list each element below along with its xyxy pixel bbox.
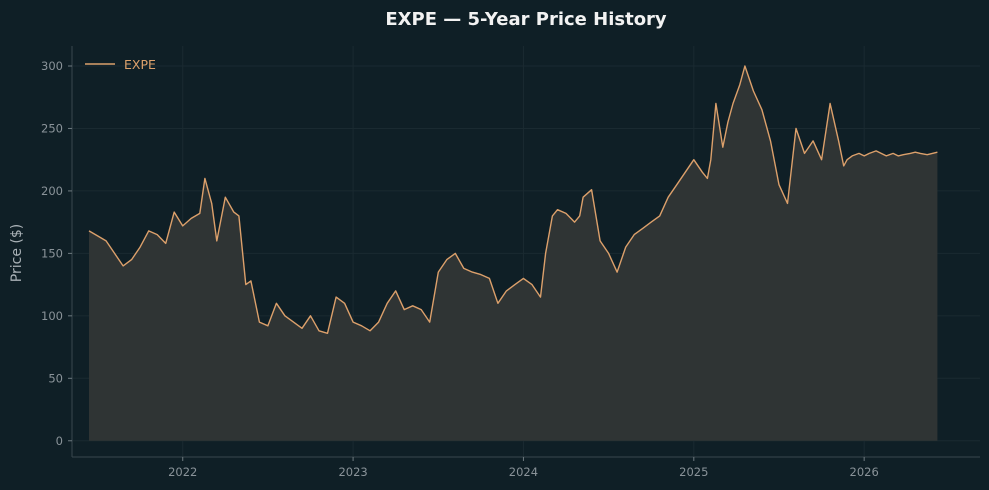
chart-title: EXPE — 5-Year Price History bbox=[385, 9, 667, 30]
legend-entry-expe: EXPE bbox=[124, 57, 156, 72]
legend: EXPE bbox=[85, 57, 156, 72]
y-tick-label: 100 bbox=[41, 309, 63, 323]
y-tick-label: 300 bbox=[41, 59, 63, 73]
y-tick-label: 150 bbox=[41, 246, 63, 260]
x-tick-label: 2026 bbox=[850, 465, 879, 479]
x-axis-ticks: 2022 2023 2024 2025 2026 bbox=[168, 457, 879, 479]
y-tick-label: 50 bbox=[48, 371, 63, 385]
y-tick-label: 200 bbox=[41, 184, 63, 198]
y-axis-label: Price ($) bbox=[9, 224, 25, 282]
x-tick-label: 2024 bbox=[509, 465, 538, 479]
y-axis-ticks: 0 50 100 150 200 250 300 bbox=[41, 59, 72, 448]
y-tick-label: 250 bbox=[41, 121, 63, 135]
axes bbox=[71, 46, 980, 458]
x-tick-label: 2025 bbox=[679, 465, 708, 479]
x-tick-label: 2023 bbox=[338, 465, 367, 479]
price-line bbox=[88, 65, 938, 334]
y-tick-label: 0 bbox=[56, 434, 63, 448]
price-area-fill bbox=[89, 66, 938, 441]
x-tick-label: 2022 bbox=[168, 465, 197, 479]
